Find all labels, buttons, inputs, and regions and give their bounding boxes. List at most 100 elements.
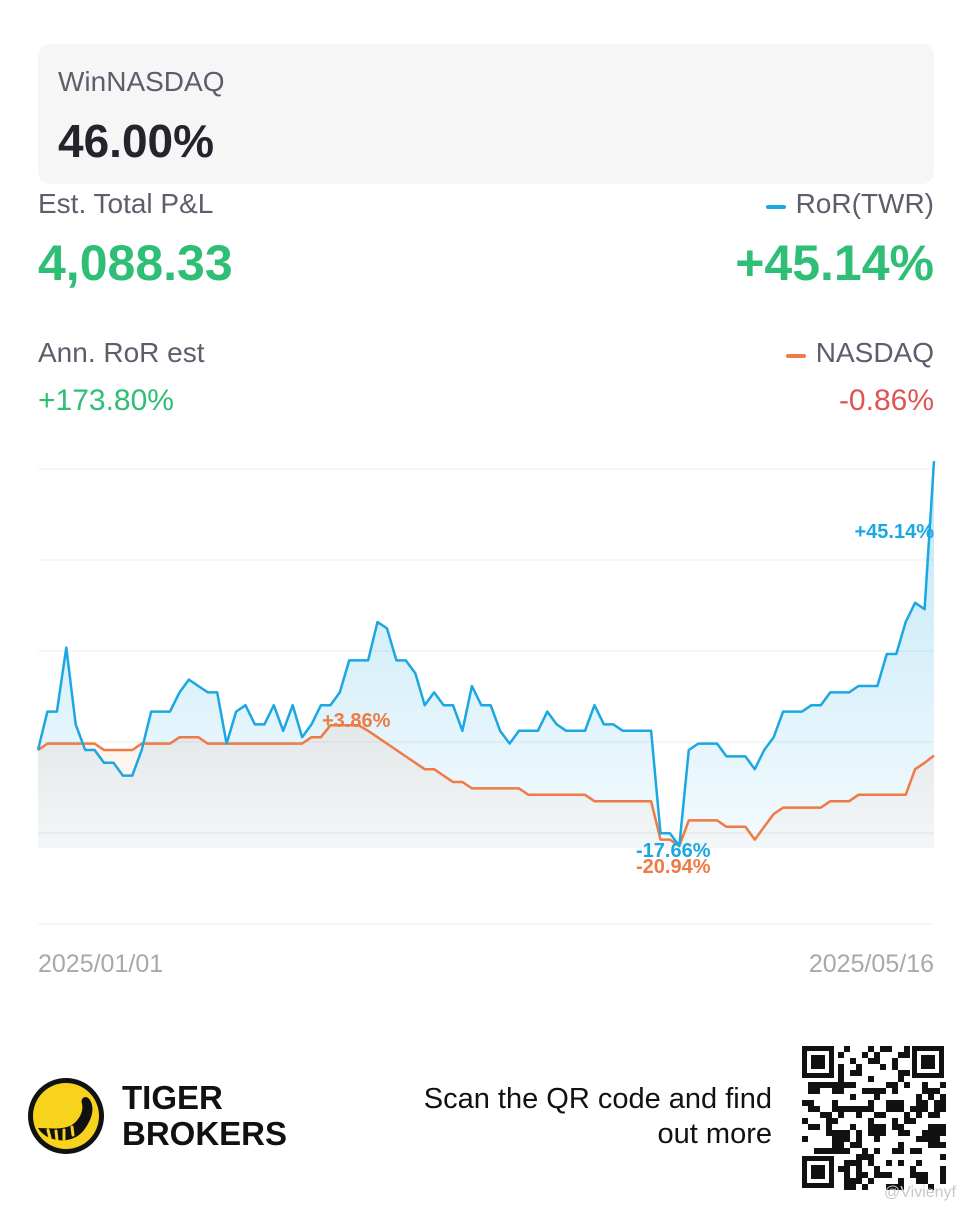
qr-module [808,1106,814,1112]
qr-module [856,1064,862,1070]
qr-module [838,1070,844,1076]
qr-module [916,1100,922,1106]
watermark: @Vivienyf [884,1184,956,1201]
qr-module [880,1130,886,1136]
qr-code-icon[interactable] [800,1044,946,1190]
qr-module [892,1082,898,1088]
qr-module [826,1112,832,1118]
nasdaq-min-label: -20.94% [636,856,711,878]
brand-line-1: TIGER [122,1079,223,1116]
qr-module [898,1052,904,1058]
total-pl-value: 4,088.33 [38,235,233,291]
qr-module [850,1094,856,1100]
qr-module [922,1136,928,1142]
qr-module [910,1106,916,1112]
qr-module [838,1136,844,1142]
qr-module [868,1160,874,1166]
qr-module [844,1130,850,1136]
qr-module [940,1124,946,1130]
qr-module [916,1172,922,1178]
ann-ror-label: Ann. RoR est [38,337,205,368]
qr-module [832,1130,838,1136]
qr-module [844,1172,850,1178]
qr-module [802,1100,808,1106]
qr-module [856,1130,862,1136]
qr-module [838,1148,844,1154]
total-pl-block: Est. Total P&L [38,188,213,220]
qr-module [898,1100,904,1106]
win-nasdaq-value: 46.00% [58,115,215,167]
qr-module [898,1106,904,1112]
qr-module [850,1178,856,1184]
qr-module [892,1124,898,1130]
qr-module [814,1088,820,1094]
qr-module [856,1160,862,1166]
brand-name: TIGER BROKERS [122,1080,287,1152]
qr-module [886,1184,892,1190]
qr-module [892,1100,898,1106]
qr-module [898,1142,904,1148]
qr-module [862,1154,868,1160]
qr-module [922,1130,928,1136]
qr-module [868,1076,874,1082]
qr-module [880,1172,886,1178]
qr-module [868,1058,874,1064]
qr-module [922,1100,928,1106]
qr-module [934,1100,940,1106]
qr-module [874,1124,880,1130]
qr-module [838,1166,844,1172]
qr-module [850,1082,856,1088]
qr-module [826,1082,832,1088]
qr-module [910,1148,916,1154]
qr-module [880,1112,886,1118]
qr-module [874,1166,880,1172]
qr-module [802,1118,808,1124]
qr-module [850,1124,856,1130]
qr-module [838,1106,844,1112]
ann-ror-block: Ann. RoR est [38,337,205,369]
qr-module [940,1142,946,1148]
qr-module [844,1166,850,1172]
qr-module [904,1130,910,1136]
qr-module [886,1082,892,1088]
qr-module [892,1118,898,1124]
qr-module [892,1106,898,1112]
qr-module [922,1088,928,1094]
qr-module [844,1184,850,1190]
qr-module [940,1100,946,1106]
qr-module [856,1172,862,1178]
qr-call-to-action: Scan the QR code and find out more [423,1083,772,1150]
qr-module [880,1088,886,1094]
qr-module [928,1124,934,1130]
qr-module [802,1136,808,1142]
qr-module [898,1178,904,1184]
qr-module [910,1172,916,1178]
qr-module [832,1118,838,1124]
qr-module [922,1172,928,1178]
qr-module [928,1130,934,1136]
performance-chart: +45.14% -17.66% +3.86% -20.94% [36,461,936,925]
qr-module [820,1148,826,1154]
qr-module [886,1160,892,1166]
qr-module [868,1130,874,1136]
qr-module [874,1052,880,1058]
qr-module [844,1106,850,1112]
qr-module [916,1112,922,1118]
qr-module [850,1142,856,1148]
qr-module [934,1112,940,1118]
win-nasdaq-card: WinNASDAQ 46.00% [38,44,934,184]
qr-module [832,1142,838,1148]
qr-module [808,1100,814,1106]
qr-module [838,1076,844,1082]
qr-module [898,1148,904,1154]
qr-module [940,1082,946,1088]
qr-module [838,1130,844,1136]
qr-module [916,1178,922,1184]
qr-module [922,1106,928,1112]
qr-module [916,1106,922,1112]
qr-module [856,1142,862,1148]
nasdaq-value: -0.86% [838,384,934,417]
nasdaq-legend-marker [785,353,806,358]
qr-module [928,1142,934,1148]
nasdaq-legend-label: NASDAQ [815,337,934,368]
